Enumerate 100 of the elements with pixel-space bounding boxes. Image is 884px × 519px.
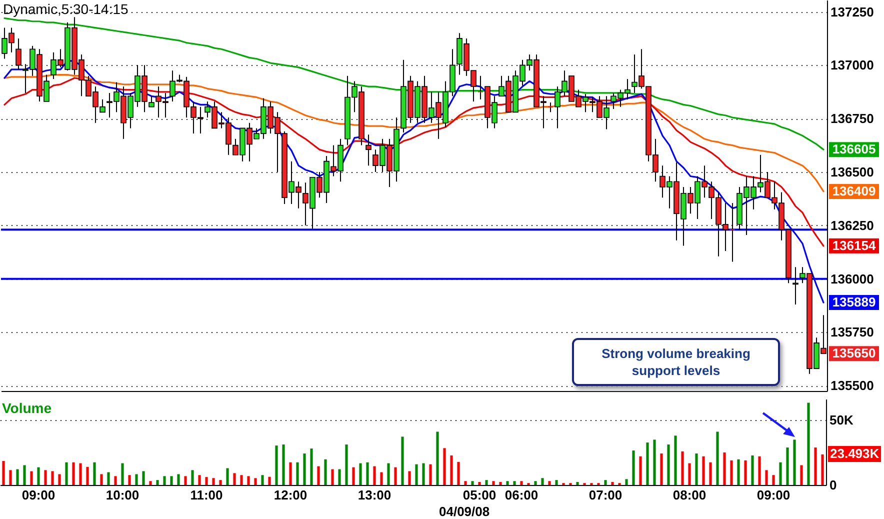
- bar: [807, 402, 810, 485]
- bar: [156, 480, 159, 485]
- bar: [254, 478, 257, 485]
- y-tick-label: 137000: [830, 58, 874, 73]
- candlestick: [366, 134, 372, 166]
- bar: [513, 481, 516, 485]
- bar: [639, 456, 642, 485]
- bar: [821, 454, 824, 485]
- bar: [758, 456, 761, 485]
- bar: [751, 455, 754, 485]
- bar: [289, 462, 292, 485]
- bar: [212, 478, 215, 485]
- bar: [205, 477, 208, 485]
- bar: [86, 466, 89, 485]
- data-label: 135889: [832, 294, 876, 310]
- bar: [2, 461, 5, 485]
- bar: [324, 459, 327, 485]
- bar: [793, 440, 796, 485]
- bar: [471, 481, 474, 485]
- bar: [744, 460, 747, 485]
- bar: [611, 482, 614, 485]
- bar: [688, 463, 691, 485]
- bar: [79, 463, 82, 485]
- bar: [681, 451, 684, 485]
- bar: [359, 463, 362, 485]
- bar: [37, 467, 40, 485]
- bar: [401, 436, 404, 485]
- bar: [548, 481, 551, 485]
- bar: [128, 475, 131, 485]
- bar: [352, 467, 355, 485]
- y-tick-label: 136000: [830, 271, 874, 286]
- bar: [625, 479, 628, 485]
- bar: [450, 455, 453, 485]
- bar: [394, 467, 397, 485]
- bar: [387, 463, 390, 485]
- bar: [674, 436, 677, 485]
- bar: [331, 469, 334, 485]
- bar: [107, 472, 110, 485]
- candlestick: [792, 266, 798, 305]
- x-tick-label: 13:00: [358, 488, 392, 502]
- bar: [464, 481, 467, 485]
- bar: [23, 465, 26, 485]
- bar: [177, 474, 180, 485]
- bar: [506, 481, 509, 485]
- candlestick: [148, 96, 154, 108]
- bar: [730, 460, 733, 485]
- bar: [723, 452, 726, 485]
- bar: [604, 480, 607, 485]
- bar: [240, 475, 243, 485]
- y-tick-label: 0: [830, 478, 837, 492]
- bar: [65, 462, 68, 485]
- bar: [170, 476, 173, 485]
- bar: [149, 481, 152, 485]
- bar: [422, 463, 425, 485]
- bar: [786, 447, 789, 485]
- bar: [9, 470, 12, 485]
- text: 23.493K: [828, 446, 882, 462]
- bar: [261, 475, 264, 485]
- bar: [16, 469, 19, 485]
- bar: [51, 471, 54, 485]
- text: 135650: [832, 346, 876, 361]
- bar: [310, 448, 313, 485]
- y-tick-label: 136250: [830, 218, 874, 233]
- bar: [275, 446, 278, 485]
- x-tick-label: 07:00: [588, 488, 622, 502]
- data-label: 136605: [832, 142, 876, 157]
- bar: [303, 453, 306, 485]
- bar: [429, 464, 432, 485]
- bar: [492, 481, 495, 485]
- bar: [72, 462, 75, 485]
- bar: [765, 470, 768, 485]
- bar: [282, 444, 285, 485]
- bar: [555, 480, 558, 485]
- bar: [317, 466, 320, 485]
- y-tick-label: 136500: [830, 164, 874, 180]
- data-label: 136154: [832, 238, 876, 253]
- bar: [800, 465, 803, 485]
- bar: [772, 475, 775, 485]
- line-series: [4, 17, 824, 150]
- y-tick-label: 135500: [830, 378, 874, 394]
- bar: [485, 480, 488, 485]
- bar: [415, 464, 418, 485]
- x-tick-label: 05:00: [462, 488, 496, 502]
- bar: [142, 471, 145, 485]
- bar: [737, 459, 740, 485]
- y-tick-label: 135750: [830, 324, 874, 340]
- bar: [191, 470, 194, 485]
- x-tick-label: 09:00: [22, 488, 56, 502]
- bar: [814, 447, 817, 485]
- bar: [121, 463, 124, 485]
- bar: [499, 482, 502, 485]
- y-tick-label: 137250: [830, 4, 874, 20]
- bar: [114, 476, 117, 485]
- bar: [233, 473, 236, 485]
- chart-title: Volume: [2, 400, 52, 416]
- bar: [93, 462, 96, 485]
- bar: [247, 476, 250, 485]
- text: 04/09/08: [439, 504, 490, 519]
- x-tick-label: 09:00: [756, 488, 790, 502]
- data-label: 136409: [832, 183, 876, 198]
